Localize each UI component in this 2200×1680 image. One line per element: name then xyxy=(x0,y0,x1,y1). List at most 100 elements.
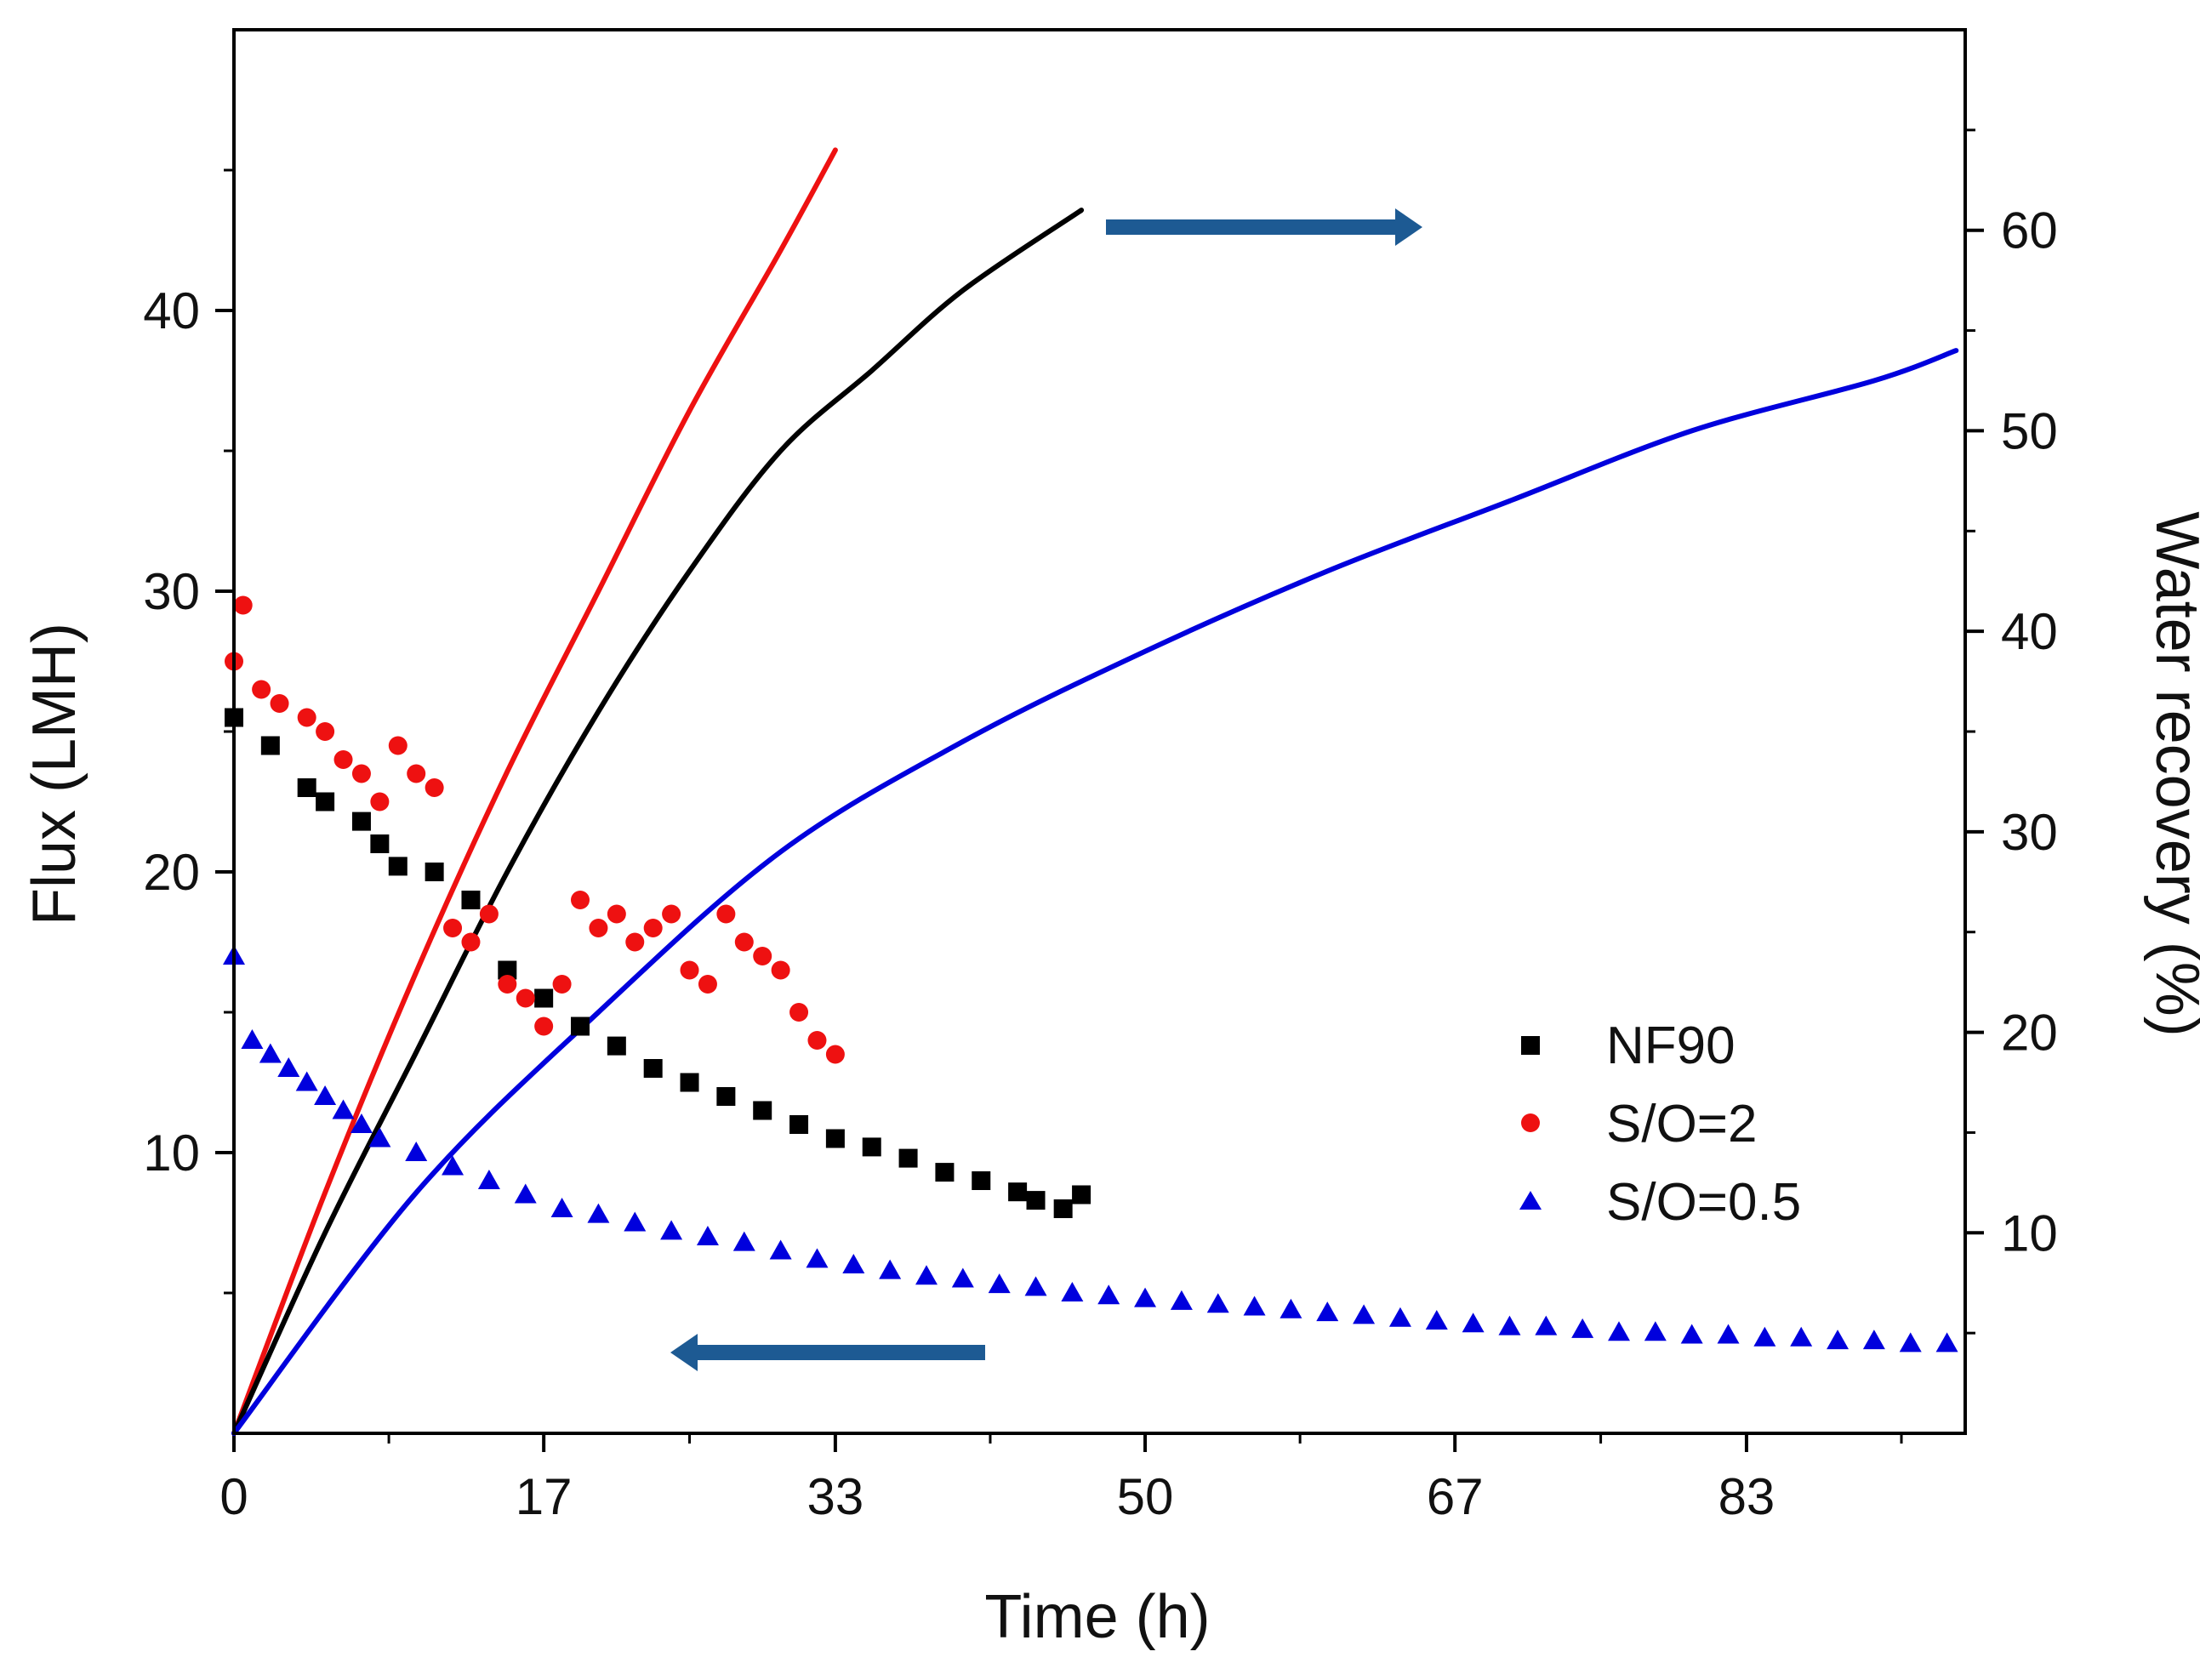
left-axis-ticks: 10 20 30 40 xyxy=(143,168,234,1295)
point-s-o-0-5 xyxy=(241,1029,264,1049)
point-s-o-2 xyxy=(789,1003,809,1022)
point-s-o-2 xyxy=(461,932,481,952)
point-nf90 xyxy=(607,1036,626,1056)
point-s-o-2 xyxy=(698,975,717,994)
x-tick-label: 67 xyxy=(1427,1468,1484,1525)
point-s-o-2 xyxy=(333,750,353,769)
point-s-o-2 xyxy=(825,1045,845,1064)
point-nf90 xyxy=(571,1017,590,1036)
point-s-o-2 xyxy=(316,722,335,741)
point-nf90 xyxy=(862,1137,881,1157)
point-s-o-0-5 xyxy=(550,1198,573,1217)
legend-label-so2: S/O=2 xyxy=(1606,1095,1758,1153)
point-nf90 xyxy=(972,1171,991,1190)
point-s-o-2 xyxy=(607,904,626,924)
curve-s-o-2-recovery xyxy=(231,147,838,1436)
point-s-o-2 xyxy=(734,932,754,952)
point-nf90 xyxy=(898,1148,918,1168)
legend-label-nf90: NF90 xyxy=(1606,1017,1735,1075)
point-s-o-0-5 xyxy=(660,1220,683,1240)
point-s-o-0-5 xyxy=(732,1231,755,1251)
point-s-o-0-5 xyxy=(988,1273,1011,1294)
point-s-o-0-5 xyxy=(1316,1301,1339,1322)
legend-marker-so2 xyxy=(1521,1113,1540,1132)
point-nf90 xyxy=(425,863,444,881)
arrow-left-annotation xyxy=(670,1334,985,1371)
y2-tick-label: 40 xyxy=(2001,603,2058,660)
point-s-o-0-5 xyxy=(1571,1318,1594,1338)
point-s-o-0-5 xyxy=(1717,1324,1740,1344)
y2-tick-label: 30 xyxy=(2001,804,2058,861)
point-s-o-0-5 xyxy=(1827,1330,1849,1350)
curve-nf90-recovery xyxy=(231,208,1085,1436)
point-s-o-0-5 xyxy=(915,1265,938,1285)
point-s-o-0-5 xyxy=(1388,1307,1411,1327)
point-s-o-0-5 xyxy=(332,1099,355,1119)
curve-s-o-0-5-recovery xyxy=(231,348,1959,1436)
point-nf90 xyxy=(935,1163,955,1182)
y2-tick-label: 20 xyxy=(2001,1005,2058,1062)
y-tick-label: 20 xyxy=(143,844,200,901)
point-s-o-0-5 xyxy=(277,1057,300,1077)
arrow-left-head xyxy=(670,1334,698,1371)
point-s-o-2 xyxy=(407,764,426,783)
point-s-o-2 xyxy=(443,919,463,937)
point-s-o-0-5 xyxy=(1024,1276,1047,1296)
point-s-o-0-5 xyxy=(879,1259,902,1279)
point-s-o-0-5 xyxy=(1097,1284,1120,1305)
point-s-o-2 xyxy=(388,736,408,755)
point-s-o-0-5 xyxy=(624,1211,647,1232)
point-s-o-2 xyxy=(643,919,663,937)
point-s-o-2 xyxy=(297,708,316,727)
y2-tick-label: 60 xyxy=(2001,202,2058,259)
point-nf90 xyxy=(388,857,408,876)
x-tick-label: 17 xyxy=(516,1468,573,1525)
point-nf90 xyxy=(680,1073,699,1092)
point-s-o-0-5 xyxy=(1790,1326,1813,1347)
point-s-o-2 xyxy=(589,919,608,937)
legend-label-so05: S/O=0.5 xyxy=(1606,1173,1801,1232)
point-nf90 xyxy=(534,988,554,1008)
point-s-o-2 xyxy=(370,792,390,812)
point-s-o-0-5 xyxy=(806,1248,829,1268)
point-nf90 xyxy=(316,792,335,812)
point-s-o-0-5 xyxy=(951,1267,974,1288)
point-s-o-2 xyxy=(716,904,736,924)
point-s-o-2 xyxy=(516,988,535,1008)
point-s-o-0-5 xyxy=(1935,1332,1958,1353)
point-s-o-0-5 xyxy=(477,1170,500,1189)
point-s-o-0-5 xyxy=(314,1085,337,1105)
point-s-o-0-5 xyxy=(1206,1293,1229,1313)
x-tick-label: 0 xyxy=(219,1468,248,1525)
y2-axis-label: Water recovery (%) xyxy=(2143,511,2200,1036)
recovery-curves xyxy=(231,147,1959,1436)
point-s-o-0-5 xyxy=(842,1254,865,1273)
x-tick-label: 50 xyxy=(1117,1468,1174,1525)
point-s-o-0-5 xyxy=(1862,1330,1885,1350)
y2-tick-label: 10 xyxy=(2001,1204,2058,1261)
point-s-o-0-5 xyxy=(587,1203,610,1223)
y-axis-label: Flux (LMH) xyxy=(20,623,88,925)
point-nf90 xyxy=(1008,1182,1028,1202)
point-nf90 xyxy=(643,1059,663,1078)
point-s-o-2 xyxy=(680,960,699,980)
point-nf90 xyxy=(461,891,481,909)
point-s-o-2 xyxy=(479,904,499,924)
point-nf90 xyxy=(1053,1199,1073,1218)
point-s-o-0-5 xyxy=(1680,1324,1703,1344)
point-s-o-0-5 xyxy=(1425,1310,1448,1330)
point-s-o-2 xyxy=(270,694,289,713)
point-s-o-0-5 xyxy=(1608,1321,1630,1341)
point-nf90 xyxy=(753,1101,772,1120)
point-s-o-2 xyxy=(571,891,590,909)
plot-frame xyxy=(232,28,1967,1435)
point-s-o-2 xyxy=(534,1017,554,1036)
point-s-o-2 xyxy=(662,904,681,924)
legend-marker-so05 xyxy=(1519,1191,1542,1210)
point-s-o-0-5 xyxy=(1899,1332,1922,1353)
point-nf90 xyxy=(1072,1185,1091,1204)
point-s-o-0-5 xyxy=(769,1239,792,1260)
point-s-o-2 xyxy=(771,960,790,980)
x-axis-label: Time (h) xyxy=(984,1583,1210,1651)
